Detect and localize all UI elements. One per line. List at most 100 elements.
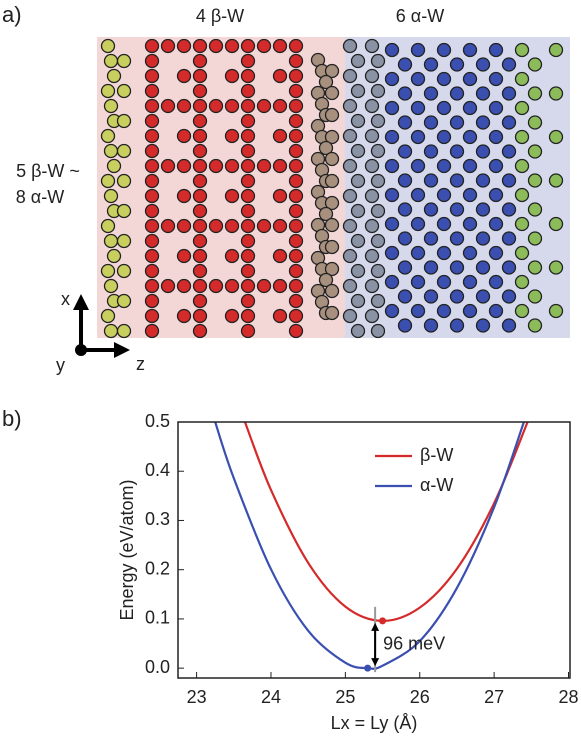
atom	[288, 113, 304, 129]
atom	[192, 98, 208, 114]
atom	[192, 218, 208, 234]
atom	[288, 203, 304, 219]
atom	[192, 173, 208, 189]
atom	[475, 260, 491, 275]
atom	[342, 38, 358, 54]
arrow-head	[73, 294, 89, 310]
y-tick-label: 0.2	[145, 558, 170, 578]
atom	[240, 158, 256, 174]
atom	[410, 129, 426, 145]
y-tick-label: 0.4	[145, 460, 170, 480]
atom	[514, 216, 530, 232]
atom	[272, 158, 288, 174]
atom	[548, 86, 564, 101]
atom	[449, 144, 465, 159]
atom	[192, 308, 208, 324]
atom	[240, 323, 256, 339]
atom	[116, 203, 132, 219]
axis-name: z	[136, 354, 145, 374]
atom	[423, 144, 439, 159]
atom	[116, 293, 132, 309]
atom	[176, 38, 192, 54]
atom	[144, 38, 160, 54]
atom	[256, 38, 272, 54]
atom	[501, 260, 517, 275]
atom	[176, 278, 192, 294]
atom	[488, 129, 504, 145]
atom	[192, 158, 208, 174]
atom	[288, 98, 304, 114]
atom	[527, 173, 543, 188]
atom	[100, 218, 116, 234]
atom	[475, 86, 491, 101]
atom	[144, 218, 160, 234]
atom	[436, 274, 452, 290]
atom	[475, 57, 491, 72]
atom	[364, 218, 380, 234]
atom	[324, 305, 340, 321]
atom	[224, 278, 240, 294]
atom	[350, 53, 366, 69]
atom	[144, 98, 160, 114]
atom	[224, 158, 240, 174]
atom	[436, 303, 452, 319]
atom	[272, 248, 288, 264]
atom	[176, 98, 192, 114]
y-axis-label: Energy (eV/atom)	[117, 479, 137, 620]
atom	[350, 83, 366, 99]
atom	[488, 216, 504, 232]
atom	[272, 278, 288, 294]
atom	[548, 129, 564, 145]
atom	[342, 278, 358, 294]
atom	[342, 98, 358, 114]
atom	[224, 38, 240, 54]
atom	[397, 115, 413, 130]
atom	[240, 98, 256, 114]
atom	[488, 303, 504, 319]
atom	[384, 245, 400, 261]
atom	[272, 308, 288, 324]
atom	[350, 173, 366, 189]
atom	[410, 158, 426, 174]
atom	[208, 98, 224, 114]
arrow-head	[371, 658, 380, 667]
atom	[364, 278, 380, 294]
atom	[350, 263, 366, 279]
atom	[144, 113, 160, 129]
chart: 23 24 25 26 27 28 0.0 0.1 0.2 0.3 0.4 0.5 Energy (eV…	[117, 411, 579, 733]
atom	[160, 218, 176, 234]
atom	[144, 308, 160, 324]
atom	[350, 293, 366, 309]
atom	[501, 57, 517, 72]
atom	[449, 173, 465, 188]
legend-label: β-W	[420, 445, 453, 465]
atom	[240, 263, 256, 279]
atom	[192, 113, 208, 129]
region-label: 6 α-W	[396, 6, 444, 26]
atom	[488, 71, 504, 87]
atom	[475, 173, 491, 188]
atom	[342, 248, 358, 264]
atom	[192, 68, 208, 84]
atom	[318, 272, 334, 288]
atom	[370, 143, 386, 159]
atom	[106, 158, 122, 174]
atom	[224, 68, 240, 84]
atom	[144, 203, 160, 219]
atom	[514, 245, 530, 261]
atom	[288, 263, 304, 279]
atom	[224, 188, 240, 204]
atom	[364, 38, 380, 54]
atom	[100, 173, 116, 189]
atom	[256, 278, 272, 294]
atom	[527, 260, 543, 275]
atom	[364, 128, 380, 144]
atom	[324, 107, 340, 123]
atom	[144, 158, 160, 174]
atom	[527, 289, 543, 304]
atom	[384, 187, 400, 203]
atom	[350, 233, 366, 249]
atom	[240, 113, 256, 129]
atom	[548, 260, 564, 275]
